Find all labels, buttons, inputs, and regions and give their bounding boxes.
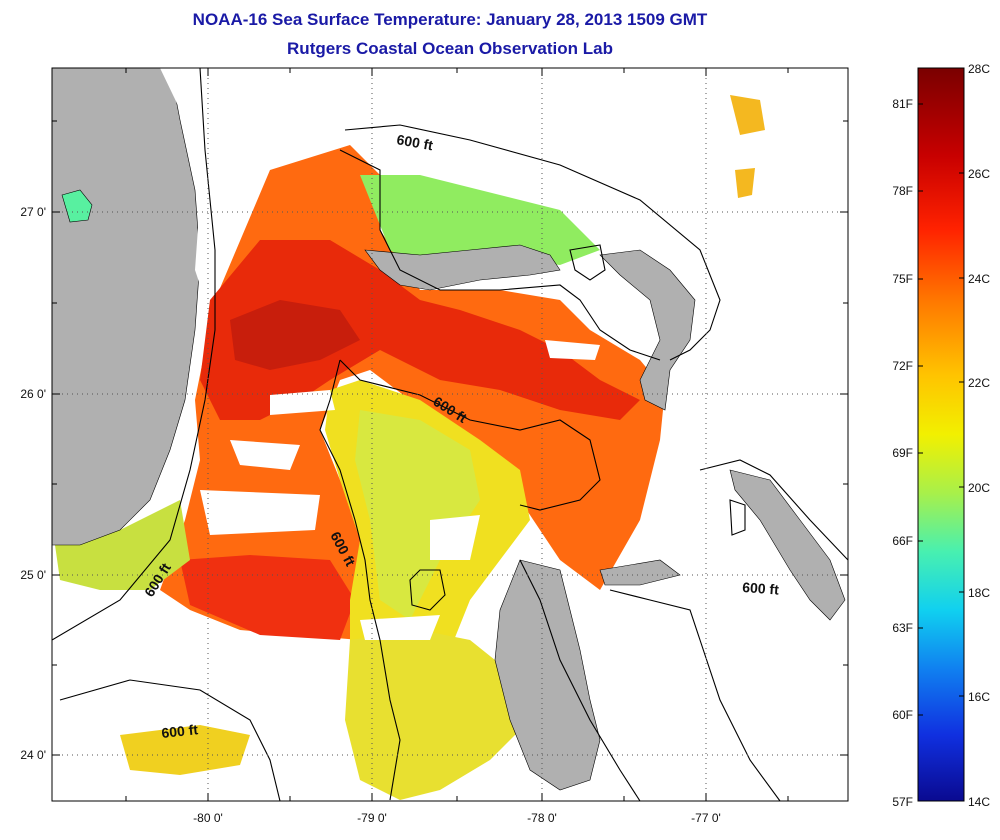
colorbar-c-label: 16C [968, 690, 990, 704]
sst-hottest-core [230, 300, 360, 370]
colorbar-f-label: 63F [892, 621, 913, 635]
sst-green-strip [360, 175, 600, 270]
colorbar-f-label: 60F [892, 708, 913, 722]
colorbar-c-label: 20C [968, 481, 990, 495]
colorbar-c-label: 24C [968, 272, 990, 286]
x-tick-label: -78 0' [527, 811, 557, 825]
land [52, 68, 846, 791]
colorbar-ticks [918, 67, 964, 802]
sst-coastal-strip [55, 500, 190, 590]
colorbar-c-label: 26C [968, 167, 990, 181]
colorbar-c-label: 14C [968, 795, 990, 809]
colorbar-f-label: 57F [892, 795, 913, 809]
new-providence-island [599, 559, 681, 586]
abaco-islands [599, 249, 696, 411]
map-frame [51, 67, 849, 802]
map-title: NOAA-16 Sea Surface Temperature: January… [192, 10, 708, 29]
sst-hot-core [200, 240, 640, 420]
andros-island [494, 559, 601, 791]
sst-cooler-core [355, 410, 480, 620]
x-tick-label: -79 0' [357, 811, 387, 825]
gridlines [52, 68, 848, 801]
sst-ne-patch [730, 95, 765, 135]
colorbar-f-label: 81F [892, 97, 913, 111]
x-tick-label: -80 0' [193, 811, 223, 825]
axis-ticks [52, 68, 848, 801]
contour-label-1: 600 ft [395, 131, 434, 153]
sst-ne-patch-2 [735, 168, 755, 198]
colorbar-f-label: 69F [892, 446, 913, 460]
colorbar-c-label: 18C [968, 586, 990, 600]
isobath-contours [52, 68, 848, 801]
map-subtitle: Rutgers Coastal Ocean Observation Lab [287, 39, 613, 58]
sst-cool-south [345, 630, 530, 800]
sst-keys-patch [120, 725, 250, 775]
colorbar-f-label: 72F [892, 359, 913, 373]
y-tick-label: 26 0' [20, 387, 46, 401]
florida-peninsula [52, 68, 201, 546]
grand-bahama-island [364, 244, 561, 291]
colorbar-f-label: 78F [892, 184, 913, 198]
colorbar [917, 67, 965, 802]
y-tick-label: 25 0' [20, 568, 46, 582]
colorbar-f-label: 75F [892, 272, 913, 286]
cloud-coast [160, 68, 230, 300]
colorbar-f-label: 66F [892, 534, 913, 548]
x-tick-label: -77 0' [691, 811, 721, 825]
lake-okeechobee [61, 189, 93, 223]
sst-data [55, 95, 765, 800]
contour-label-5: 600 ft [742, 579, 780, 598]
eleuthera-island [729, 469, 846, 621]
sst-warm-south [180, 555, 355, 640]
colorbar-c-label: 22C [968, 376, 990, 390]
colorbar-c-label: 28C [968, 62, 990, 76]
y-tick-label: 27 0' [20, 205, 46, 219]
contour-label-6: 600 ft [161, 721, 199, 741]
y-tick-label: 24 0' [20, 748, 46, 762]
